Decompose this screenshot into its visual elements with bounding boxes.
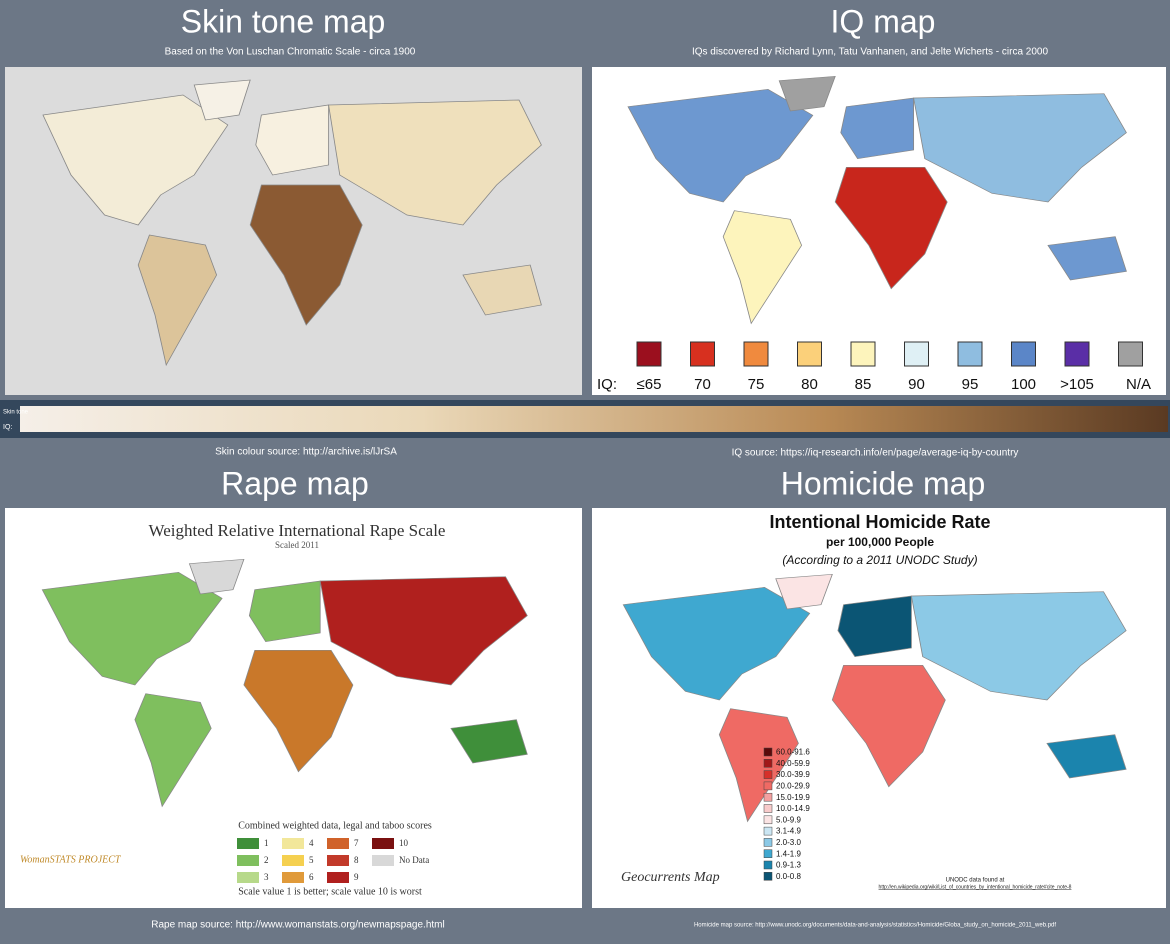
panel-title: Skin tone map <box>181 3 386 39</box>
source: Skin colour source: http://archive.is/lJ… <box>215 447 397 458</box>
legend-swatch <box>957 341 983 367</box>
legend-label: 4 <box>309 838 314 848</box>
legend-swatch <box>1064 341 1090 367</box>
legend-swatch <box>797 341 822 367</box>
panel-subtitle: IQs discovered by Richard Lynn, Tatu Van… <box>692 47 1049 58</box>
strip-label: Skin tone <box>3 410 29 416</box>
map-subtitle: Scaled 2011 <box>275 540 319 550</box>
continent <box>249 581 320 642</box>
legend-swatch <box>763 860 773 870</box>
map-title: Intentional Homicide Rate <box>769 512 990 532</box>
legend-label: 15.0-19.9 <box>776 793 810 802</box>
source: Rape map source: http://www.womanstats.o… <box>151 920 444 931</box>
legend-swatch <box>763 849 773 858</box>
legend-swatch <box>237 872 259 883</box>
legend-swatch <box>763 872 773 881</box>
legend-label: 70 <box>694 376 711 393</box>
legend-label: 2.0-3.0 <box>776 838 801 847</box>
legend-swatch <box>850 341 876 367</box>
legend-swatch <box>237 838 259 849</box>
legend-swatch <box>763 747 773 757</box>
continent <box>838 596 911 657</box>
legend-swatch <box>327 838 349 849</box>
legend-label: 30.0-39.9 <box>776 770 810 779</box>
legend-swatch <box>690 341 715 367</box>
source: IQ source: https://iq-research.info/en/p… <box>732 448 1019 459</box>
legend-label: ≤65 <box>637 376 662 393</box>
legend-label: >105 <box>1060 376 1094 393</box>
legend-swatch <box>237 855 259 866</box>
legend-label: 7 <box>354 838 359 848</box>
legend-label: 85 <box>855 376 872 393</box>
legend-note: Scale value 1 is better; scale value 10 … <box>238 886 422 897</box>
legend-label: 60.0-91.6 <box>776 748 810 757</box>
legend-label: 1 <box>264 838 269 848</box>
skin-strip <box>20 406 1168 432</box>
legend-label: 6 <box>309 872 314 882</box>
legend-swatch <box>327 872 349 883</box>
legend-swatch <box>282 855 304 866</box>
map-subtitle: per 100,000 People <box>826 535 934 549</box>
legend-label: 90 <box>908 376 925 393</box>
legend-swatch <box>282 838 304 849</box>
legend-swatch <box>1118 341 1143 367</box>
panel-subtitle: Based on the Von Luschan Chromatic Scale… <box>165 47 416 58</box>
panel-title: Rape map <box>221 465 369 501</box>
legend-label: 1.4-1.9 <box>776 849 801 858</box>
legend-swatch <box>763 781 773 791</box>
legend-prefix: IQ: <box>597 376 617 393</box>
legend-label: 5 <box>309 855 314 865</box>
legend-label: 100 <box>1011 376 1036 393</box>
legend-swatch <box>763 804 773 813</box>
legend-swatch <box>904 341 929 367</box>
legend-label: 5.0-9.9 <box>776 815 801 824</box>
legend-swatch <box>372 855 394 866</box>
source: Homicide map source: http://www.unodc.or… <box>694 923 1056 929</box>
legend-swatch <box>763 815 773 825</box>
legend-swatch <box>763 759 773 768</box>
legend-label: 40.0-59.9 <box>776 759 810 768</box>
legend-swatch <box>763 770 773 779</box>
legend-label: N/A <box>1126 376 1151 393</box>
legend-swatch <box>763 826 773 836</box>
logo: WomanSTATS PROJECT <box>20 854 122 865</box>
legend-label: 0.9-1.3 <box>776 861 801 870</box>
continent <box>256 105 329 175</box>
legend-label: 9 <box>354 872 359 882</box>
legend-label: 2 <box>264 855 269 865</box>
legend-swatch <box>372 838 394 849</box>
legend-label: 75 <box>748 376 765 393</box>
legend-label: 8 <box>354 855 359 865</box>
credit: Geocurrents Map <box>621 870 720 885</box>
legend-swatch <box>282 872 304 883</box>
strip-label: IQ: <box>3 424 12 431</box>
legend-swatch <box>743 341 769 367</box>
legend-swatch <box>636 341 662 367</box>
source-url: http://en.wikipedia.org/wiki/List_of_cou… <box>879 884 1072 890</box>
legend-label: 95 <box>962 376 979 393</box>
map-note: (According to a 2011 UNODC Study) <box>782 553 977 567</box>
legend-label: 20.0-29.9 <box>776 782 810 791</box>
legend-label: 10 <box>399 838 409 848</box>
panel-title: IQ map <box>831 3 936 39</box>
legend-label: No Data <box>399 855 429 865</box>
legend-title: Combined weighted data, legal and taboo … <box>238 820 432 831</box>
source-note: UNODC data found at <box>946 878 1005 884</box>
legend-label: 3 <box>264 872 269 882</box>
legend-label: 80 <box>801 376 818 393</box>
legend-swatch <box>763 792 773 802</box>
legend-label: 10.0-14.9 <box>776 804 810 813</box>
legend-label: 0.0-0.8 <box>776 872 801 881</box>
continent <box>841 98 914 159</box>
map-title: Weighted Relative International Rape Sca… <box>149 521 446 540</box>
legend-swatch <box>1011 341 1036 367</box>
panel-title: Homicide map <box>781 465 986 501</box>
legend-swatch <box>763 838 773 847</box>
legend-label: 3.1-4.9 <box>776 827 801 836</box>
legend-swatch <box>327 855 349 866</box>
